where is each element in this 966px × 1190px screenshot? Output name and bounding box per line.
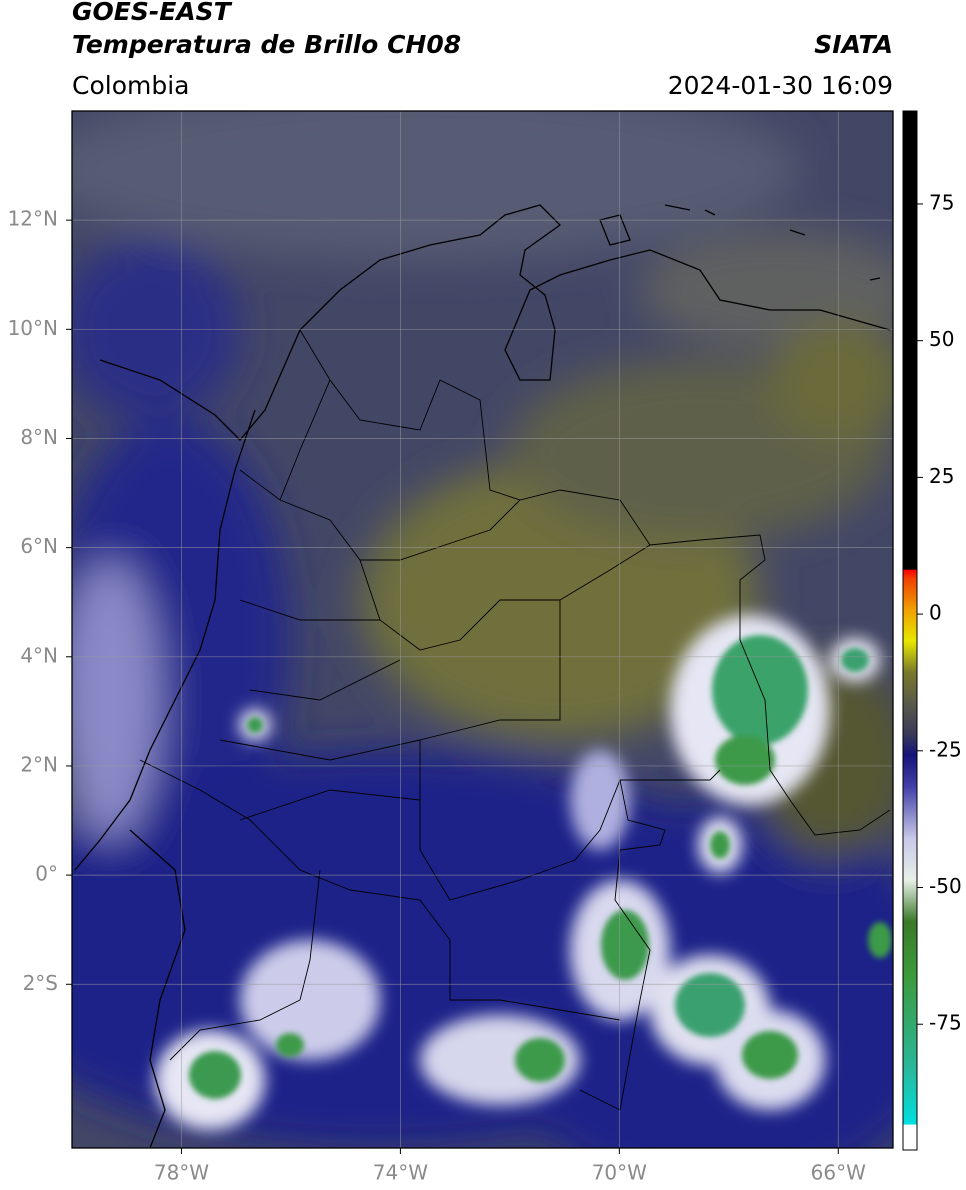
lat-label: 2°S <box>23 971 58 995</box>
colorbar-tick-label: -75 <box>929 1011 962 1035</box>
title: GOES-EAST <box>72 0 233 26</box>
map-frame <box>71 110 894 1149</box>
lat-label: 2°N <box>20 752 58 776</box>
lat-label: 12°N <box>8 207 58 231</box>
lon-label: 74°W <box>373 1161 428 1185</box>
lat-label: 10°N <box>8 316 58 340</box>
lon-label: 78°W <box>154 1161 209 1185</box>
colorbar-tick-label: -50 <box>929 874 962 898</box>
colorbar-tick-label: -25 <box>929 737 962 761</box>
satellite-image <box>72 111 893 1148</box>
colorbar-tick-label: 0 <box>929 601 942 625</box>
colorbar <box>902 110 918 1151</box>
datetime: 2024-01-30 16:09 <box>668 71 893 100</box>
lat-label: 0° <box>35 862 58 886</box>
lat-label: 8°N <box>20 425 58 449</box>
lat-label: 4°N <box>20 643 58 667</box>
axis-labels: 78°W 74°W 70°W 66°W 12°N 10°N 8°N 6°N 4°N 2°N 0° 2°… <box>8 190 962 1184</box>
colorbar-tick-label: 25 <box>929 464 954 488</box>
colorbar-tick-label: 50 <box>929 327 954 351</box>
region: Colombia <box>72 71 189 100</box>
lon-label: 70°W <box>592 1161 647 1185</box>
lat-label: 6°N <box>20 534 58 558</box>
source: SIATA <box>814 30 893 59</box>
lon-label: 66°W <box>811 1161 866 1185</box>
graticule <box>66 111 893 1154</box>
subtitle: Temperatura de Brillo CH08 <box>72 30 461 59</box>
colorbar-tick-label: 75 <box>929 190 954 214</box>
